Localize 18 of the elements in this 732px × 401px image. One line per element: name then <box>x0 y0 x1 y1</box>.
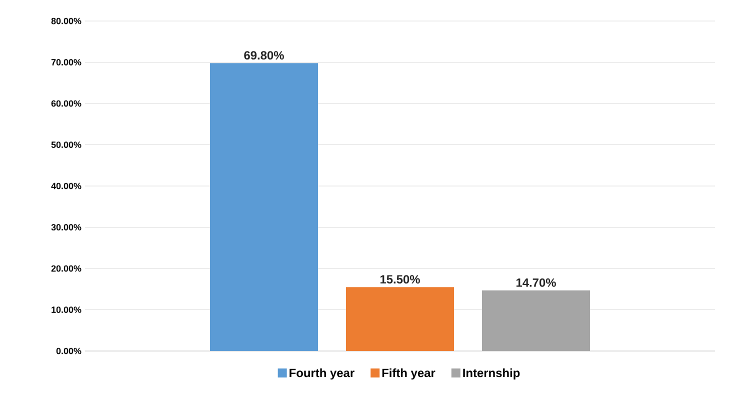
y-tick-label: 80.00% <box>51 18 82 24</box>
legend-label: Fifth year <box>382 368 436 380</box>
legend-label: Internship <box>463 368 520 380</box>
data-label: 69.80% <box>244 51 284 60</box>
data-label: 14.70% <box>516 278 556 287</box>
y-tick-label: 70.00% <box>51 59 82 66</box>
y-tick-label: 50.00% <box>51 142 82 148</box>
y-tick-label: 30.00% <box>51 224 82 230</box>
y-tick-label: 0.00% <box>56 348 82 354</box>
bar <box>210 63 318 351</box>
legend-label: Fourth year <box>290 368 354 380</box>
data-label: 15.50% <box>380 275 420 284</box>
bar <box>482 290 590 351</box>
y-tick-label: 10.00% <box>52 306 82 313</box>
bar <box>346 287 454 351</box>
y-tick-label: 40.00% <box>51 182 82 190</box>
y-tick-label: 60.00% <box>51 100 82 107</box>
y-tick-label: 20.00% <box>51 265 82 272</box>
